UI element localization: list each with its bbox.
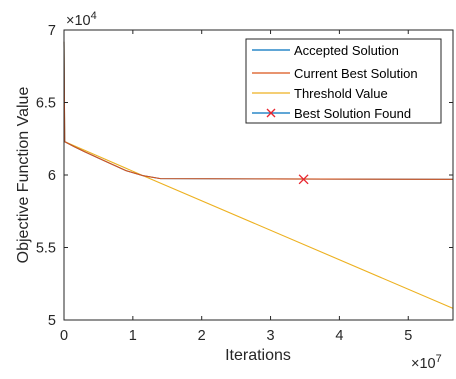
series-line-current-best-solution <box>63 41 454 180</box>
legend-label-accepted: Accepted Solution <box>294 43 399 58</box>
y-exponent-base: ×10 <box>66 13 91 29</box>
legend-box <box>245 38 442 124</box>
x-tick-label: 1 <box>129 328 137 344</box>
x-exponent-base: ×10 <box>411 356 436 372</box>
y-tick-label: 6 <box>48 168 56 184</box>
best-solution-marker <box>298 174 309 185</box>
legend: Accepted Solution Current Best Solution … <box>245 38 442 124</box>
x-tick-label: 2 <box>198 328 206 344</box>
axis-ticks: 0 1 2 3 4 5 5 5.5 6 6.5 7 <box>36 23 453 344</box>
y-tick-label: 6.5 <box>36 96 56 112</box>
y-tick-label: 7 <box>48 23 56 39</box>
y-tick-label: 5.5 <box>36 241 56 257</box>
x-tick-label: 3 <box>267 328 275 344</box>
x-exponent-power: 7 <box>436 353 442 365</box>
x-tick-label: 0 <box>60 328 68 344</box>
x-axis-label: Iterations <box>225 347 291 364</box>
y-exponent-power: 4 <box>91 10 97 22</box>
legend-label-current-best: Current Best Solution <box>294 66 418 81</box>
x-tick-label: 4 <box>335 328 343 344</box>
y-tick-label: 5 <box>48 313 56 329</box>
x-exponent: ×107 <box>411 353 442 372</box>
legend-label-threshold: Threshold Value <box>294 86 388 101</box>
y-exponent: ×104 <box>66 10 97 29</box>
legend-label-best-found: Best Solution Found <box>294 106 411 121</box>
best-point-layer <box>298 174 309 185</box>
y-axis-label: Objective Function Value <box>15 87 32 264</box>
x-tick-label: 5 <box>404 328 412 344</box>
legend-best-found-marker <box>266 108 276 118</box>
